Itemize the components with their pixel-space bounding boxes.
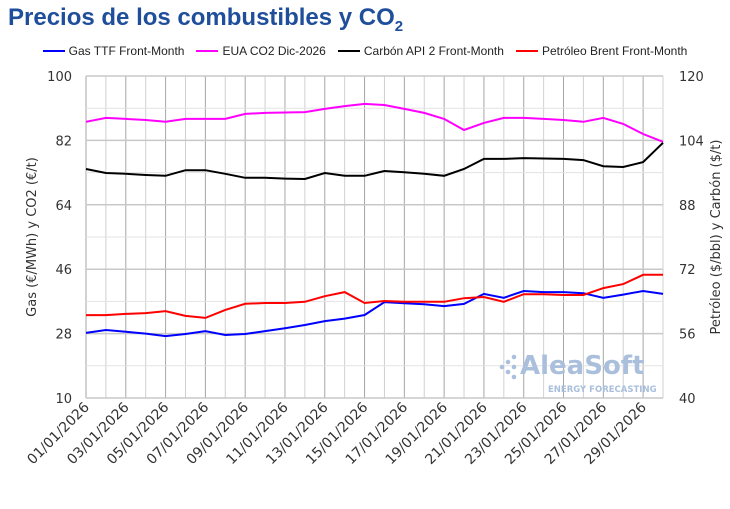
- series-line-3: [86, 273, 663, 319]
- y-right-axis-label: Petróleo ($/bbl) y Carbón ($/t): [709, 140, 724, 335]
- legend-label: Gas TTF Front-Month: [68, 44, 185, 58]
- series-line-0: [85, 289, 664, 338]
- legend-label: Carbón API 2 Front-Month: [363, 44, 504, 58]
- watermark-tagline: ENERGY FORECASTING: [548, 385, 657, 395]
- legend-label: EUA CO2 Dic-2026: [222, 44, 326, 58]
- logo-dot: [511, 374, 517, 380]
- y-left-tick-label: 100: [47, 70, 72, 85]
- y-left-tick-label: 64: [55, 199, 72, 214]
- y-left-tick-label: 46: [55, 263, 72, 278]
- logo-dot: [505, 369, 511, 375]
- chart-title: Precios de los combustibles y CO2: [8, 4, 403, 35]
- logo-dot: [499, 364, 505, 370]
- y-left-tick-label: 82: [55, 134, 72, 149]
- title-text: Precios de los combustibles y CO: [8, 4, 395, 31]
- y-right-tick-label: 56: [679, 328, 696, 343]
- legend-swatch: [42, 50, 65, 52]
- y-right-tick-label: 40: [679, 392, 696, 407]
- y-right-tick-label: 120: [679, 70, 704, 85]
- legend: Gas TTF Front-Month EUA CO2 Dic-2026 Carbó…: [0, 44, 730, 58]
- legend-item: Carbón API 2 Front-Month: [337, 44, 504, 58]
- logo-dot: [511, 364, 517, 370]
- legend-item: EUA CO2 Dic-2026: [196, 44, 326, 58]
- y-right-tick-label: 104: [679, 134, 704, 149]
- series-line-2: [85, 142, 664, 181]
- legend-swatch: [196, 50, 219, 52]
- title-subscript: 2: [394, 17, 404, 35]
- legend-label: Petróleo Brent Front-Month: [541, 44, 688, 58]
- legend-swatch: [337, 50, 360, 52]
- logo-dot: [505, 359, 511, 365]
- y-left-axis-label: Gas (€/MWh) y CO2 (€/t): [25, 157, 40, 317]
- legend-swatch: [515, 50, 538, 52]
- legend-item: Petróleo Brent Front-Month: [515, 44, 688, 58]
- y-right-tick-label: 88: [679, 199, 696, 214]
- y-right-tick-label: 72: [679, 263, 696, 278]
- legend-item: Gas TTF Front-Month: [42, 44, 185, 58]
- series-line-1: [85, 102, 664, 143]
- y-left-tick-label: 10: [55, 392, 72, 407]
- y-left-tick-label: 28: [55, 328, 72, 343]
- watermark-brand: AleaSoft: [520, 351, 645, 381]
- logo-dot: [511, 354, 517, 360]
